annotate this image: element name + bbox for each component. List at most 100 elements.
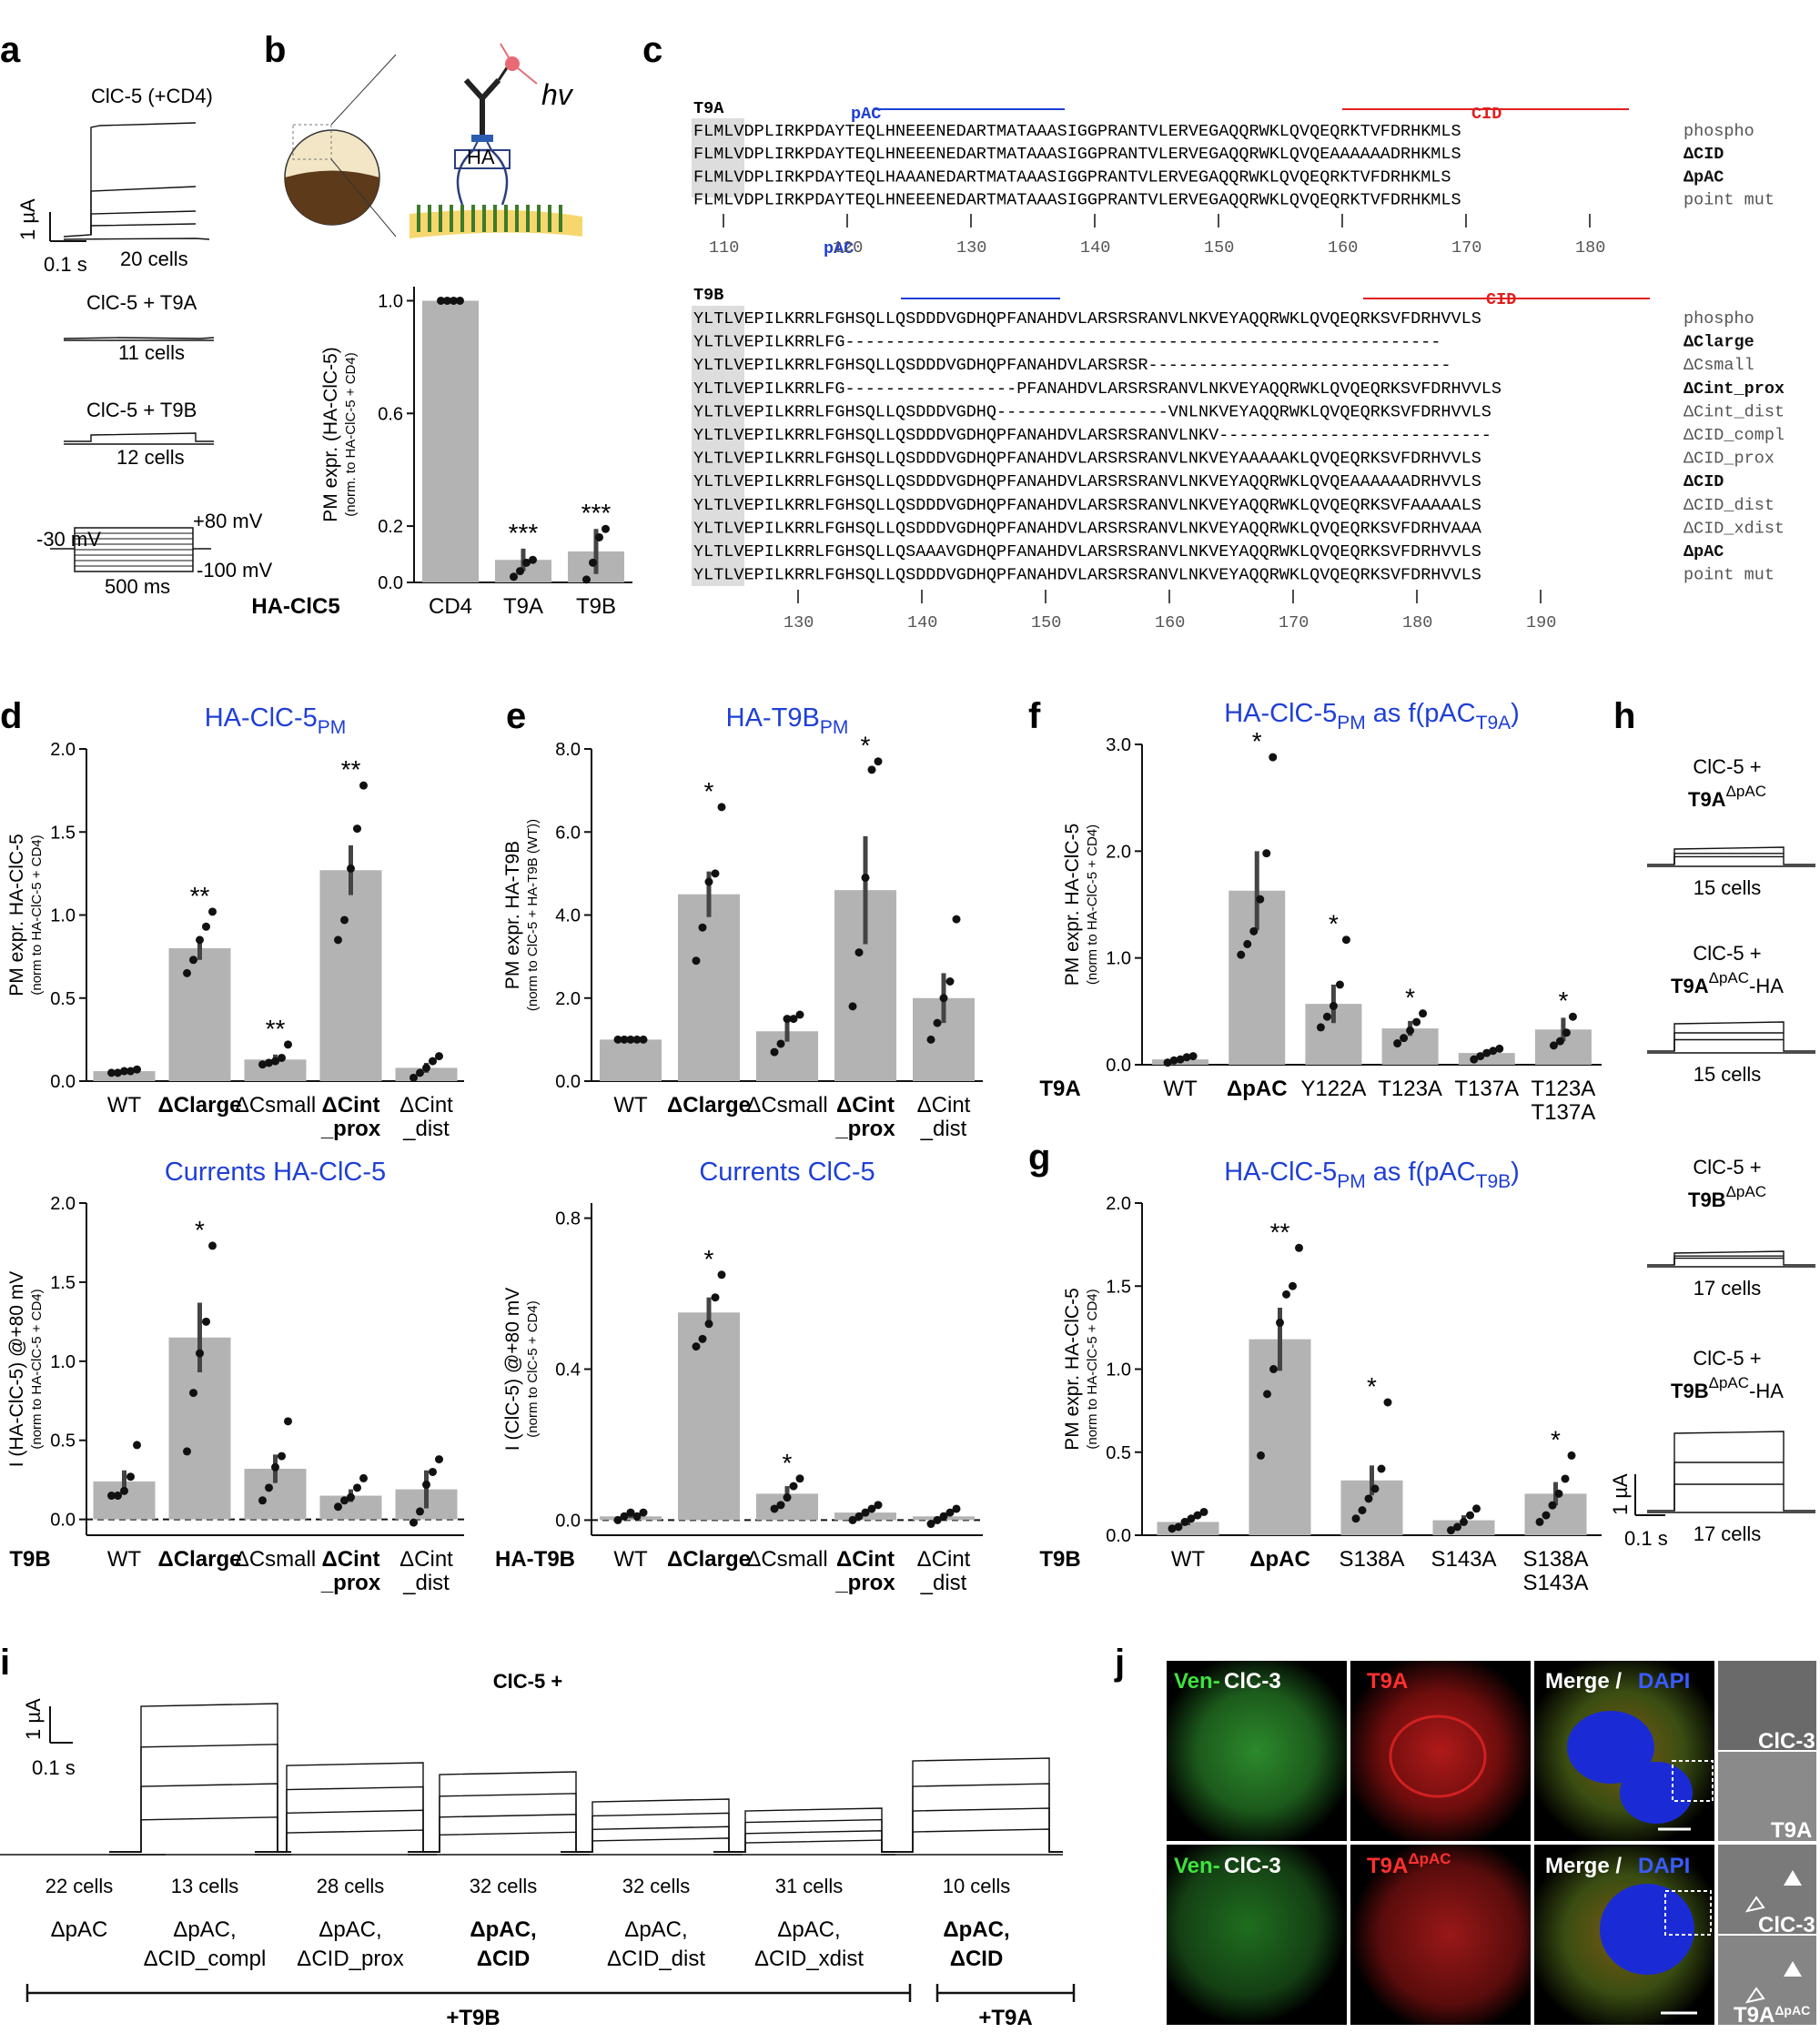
i-trace <box>561 1837 743 1853</box>
t9a-name: T9A <box>693 99 724 118</box>
ytick-label: 0.0 <box>1106 1056 1131 1076</box>
data-point <box>1470 1055 1479 1064</box>
t9a-seq-label: ΔpAC <box>1684 167 1724 187</box>
data-point <box>183 968 191 977</box>
category-label: ΔCint <box>917 1547 971 1572</box>
i-trace <box>408 1831 590 1853</box>
ytick-label: 1.0 <box>378 291 403 311</box>
h-label-pre: ClC-5 + <box>1693 942 1761 965</box>
data-point <box>602 524 610 533</box>
y-axis-label: PM expr. HA-ClC-5 <box>1062 824 1083 986</box>
i-cond-line2: ΔCID_compl <box>144 1947 267 1971</box>
category-label: _prox <box>834 1117 895 1141</box>
data-point <box>770 1504 779 1513</box>
micro-r1-zoom2 <box>1718 1752 1816 1841</box>
panel-label-d: d <box>0 696 22 736</box>
chart-f: 0.01.02.03.0WT*ΔpAC*Y122A*T123A T137A*T12… <box>1039 699 1602 1125</box>
data-point <box>848 1002 857 1011</box>
chart-title: HA-ClC-5PM as f(pACT9A) <box>1224 699 1520 733</box>
panel-label-h: h <box>1613 696 1635 736</box>
data-point <box>1289 1281 1297 1290</box>
y-axis-sublabel: (norm to ClC-5 + CD4) <box>525 1300 541 1437</box>
significance-star: * <box>195 1216 205 1244</box>
data-point <box>422 1063 430 1072</box>
t9b-seq-row: YLTLVEPILKRRLFGHSQLLQSDDDVGDHQPFANAHDVLA… <box>693 519 1482 538</box>
category-label: ΔCint <box>836 1547 895 1572</box>
data-point <box>1257 1451 1265 1460</box>
data-point <box>196 936 204 945</box>
t9b-seq-label: phospho <box>1684 309 1754 329</box>
data-point <box>854 1512 864 1521</box>
panel-c-alignment: T9A pAC CID pAC CID T9B FLMLVDPLIRKPDAYT… <box>692 99 1785 632</box>
i-trace <box>255 1785 437 1853</box>
t9a-tick: 150 <box>1204 238 1234 258</box>
data-point <box>1193 1511 1202 1520</box>
trace-t9a <box>63 337 215 339</box>
category-label: WT <box>1163 1077 1198 1101</box>
data-point <box>589 558 597 567</box>
panel-h: ClC-5 + T9AΔpAC 15 cells ClC-5 + T9AΔpAC-HA 1… <box>1609 755 1815 1550</box>
data-point <box>1393 1039 1402 1048</box>
data-point <box>1561 1474 1570 1483</box>
ytick-label: 1.0 <box>1106 949 1131 969</box>
data-point <box>1562 1028 1571 1037</box>
data-point <box>704 1320 713 1329</box>
data-point <box>284 1040 292 1049</box>
data-point <box>340 1496 349 1505</box>
data-point <box>353 1483 361 1492</box>
data-point <box>1549 1041 1558 1050</box>
data-point <box>284 1417 292 1426</box>
y-axis-label: I (ClC-5) @+80 mV <box>502 1288 523 1451</box>
bar <box>422 300 479 582</box>
t9b-tick: 130 <box>784 613 814 632</box>
data-point <box>107 1068 116 1077</box>
t9b-tick: 180 <box>1402 613 1432 632</box>
i-trace <box>109 1703 291 1853</box>
data-point <box>861 1508 870 1517</box>
data-point <box>632 1512 642 1521</box>
significance-star: ** <box>266 1015 286 1043</box>
ytick-label: 0.0 <box>555 1072 581 1092</box>
data-point <box>945 977 955 986</box>
category-label: T137A <box>1532 1100 1596 1125</box>
t9a-cid-label: CID <box>1471 105 1502 124</box>
data-point <box>271 1057 279 1066</box>
data-point <box>429 1467 437 1476</box>
ytick-label: 4.0 <box>555 906 581 926</box>
i-cond-line1: ΔpAC, <box>624 1917 687 1942</box>
micro-r1-green <box>1167 1661 1347 1841</box>
data-point <box>1567 1451 1576 1460</box>
i-cond-line1: ΔpAC, <box>777 1917 840 1942</box>
data-point <box>639 1508 648 1517</box>
data-point <box>516 567 524 576</box>
data-point <box>265 1058 273 1067</box>
y-axis-sublabel: (norm to HA-ClC-5 + CD4) <box>29 1289 45 1449</box>
data-point <box>271 1462 279 1472</box>
category-label: ΔpAC <box>1249 1547 1310 1572</box>
data-point <box>422 1480 430 1489</box>
h-scale-x: 0.1 s <box>1624 1527 1668 1550</box>
category-label: _dist <box>920 1117 967 1141</box>
i-cond-line2: ΔCID_dist <box>607 1947 705 1971</box>
chart-title: Currents HA-ClC-5 <box>165 1158 386 1187</box>
significance-star: * <box>1329 910 1339 938</box>
t9b-seq-row: YLTLVEPILKRRLFGHSQLLQSDDDVGDHQPFANAHDVLA… <box>693 450 1481 469</box>
data-point <box>450 296 458 305</box>
data-point <box>437 296 445 305</box>
i-trace <box>255 1829 437 1853</box>
data-point <box>126 1472 135 1482</box>
ytick-label: 0.0 <box>50 1511 76 1531</box>
protocol-hold: -30 mV <box>36 528 101 551</box>
ytick-label: 0.5 <box>50 1431 76 1451</box>
data-point <box>1282 1290 1290 1299</box>
ytick-label: 1.0 <box>50 1352 76 1372</box>
t9a-tick: 170 <box>1451 238 1481 258</box>
t9b-cid-label: CID <box>1486 290 1516 309</box>
i-trace <box>561 1798 743 1853</box>
category-label: _prox <box>320 1117 381 1141</box>
t9b-seq-label: point mut <box>1684 566 1774 585</box>
data-point <box>1341 936 1350 945</box>
data-point <box>711 869 720 878</box>
ytick-label: 2.0 <box>1106 1194 1131 1214</box>
